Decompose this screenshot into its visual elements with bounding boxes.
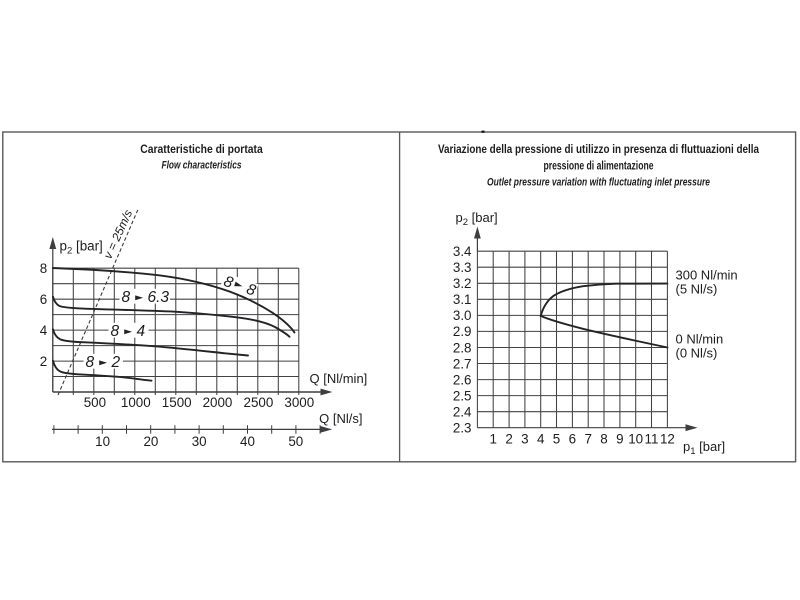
svg-text:4: 4 [40,323,48,338]
svg-text:1000: 1000 [121,395,151,410]
svg-text:40: 40 [240,434,255,449]
svg-text:3.3: 3.3 [453,260,472,275]
svg-text:2.4: 2.4 [453,405,472,420]
svg-text:pressione di alimentazione: pressione di alimentazione [544,158,654,172]
svg-text:6: 6 [569,431,576,446]
svg-text:11: 11 [645,431,659,446]
svg-text:2: 2 [111,354,121,371]
svg-text:8: 8 [40,261,47,276]
svg-text:2.3: 2.3 [453,421,472,436]
svg-text:Variazione della pressione di: Variazione della pressione di utilizzo i… [438,142,759,156]
svg-text:0 Nl/min: 0 Nl/min [676,332,724,347]
svg-text:2.9: 2.9 [453,324,472,339]
svg-text:2: 2 [505,431,512,446]
svg-text:3.0: 3.0 [453,308,472,323]
svg-text:(5 Nl/s): (5 Nl/s) [676,282,718,297]
svg-text:1500: 1500 [162,395,192,410]
svg-text:3000: 3000 [284,395,314,410]
svg-text:Caratteristiche di portata: Caratteristiche di portata [140,142,263,156]
svg-text:(0 Nl/s): (0 Nl/s) [676,346,718,361]
svg-text:7: 7 [584,431,591,446]
svg-text:Outlet pressure variation with: Outlet pressure variation with fluctuati… [487,176,710,188]
svg-text:Flow characteristics: Flow characteristics [162,160,242,172]
svg-text:3.2: 3.2 [453,276,472,291]
svg-text:20: 20 [143,434,158,449]
svg-text:6: 6 [40,292,47,307]
svg-text:9: 9 [616,431,623,446]
svg-text:2: 2 [40,354,47,369]
svg-text:4: 4 [537,431,545,446]
svg-text:10: 10 [95,434,110,449]
svg-text:Q [Nl/min]: Q [Nl/min] [310,371,368,386]
svg-text:8: 8 [86,354,95,371]
svg-text:2000: 2000 [203,395,233,410]
svg-text:12: 12 [660,431,675,446]
svg-text:3.4: 3.4 [453,244,472,259]
svg-text:300 Nl/min: 300 Nl/min [676,268,738,283]
svg-text:5: 5 [553,431,560,446]
svg-text:8: 8 [122,289,131,306]
svg-text:2.6: 2.6 [453,372,472,387]
svg-text:3.1: 3.1 [453,292,472,307]
svg-text:1: 1 [489,431,496,446]
svg-text:2.7: 2.7 [453,356,472,371]
svg-text:10: 10 [628,431,643,446]
svg-text:30: 30 [192,434,207,449]
svg-text:8: 8 [111,323,120,340]
svg-text:8: 8 [600,431,607,446]
svg-text:2500: 2500 [244,395,274,410]
svg-text:Q [Nl/s]: Q [Nl/s] [319,411,362,426]
svg-text:500: 500 [84,395,106,410]
svg-text:4: 4 [137,323,146,340]
svg-text:6.3: 6.3 [148,289,170,306]
svg-text:2.8: 2.8 [453,340,472,355]
svg-text:3: 3 [521,431,528,446]
svg-text:50: 50 [288,434,303,449]
svg-text:2.5: 2.5 [453,388,472,403]
